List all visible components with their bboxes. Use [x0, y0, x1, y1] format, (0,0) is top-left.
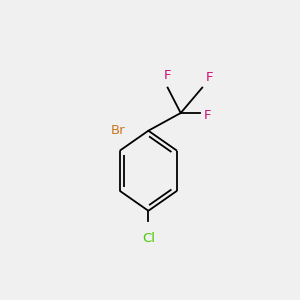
Text: Cl: Cl	[142, 232, 155, 244]
Text: Br: Br	[111, 124, 125, 137]
Text: F: F	[164, 69, 171, 82]
Text: F: F	[204, 109, 211, 122]
Text: F: F	[206, 71, 214, 84]
